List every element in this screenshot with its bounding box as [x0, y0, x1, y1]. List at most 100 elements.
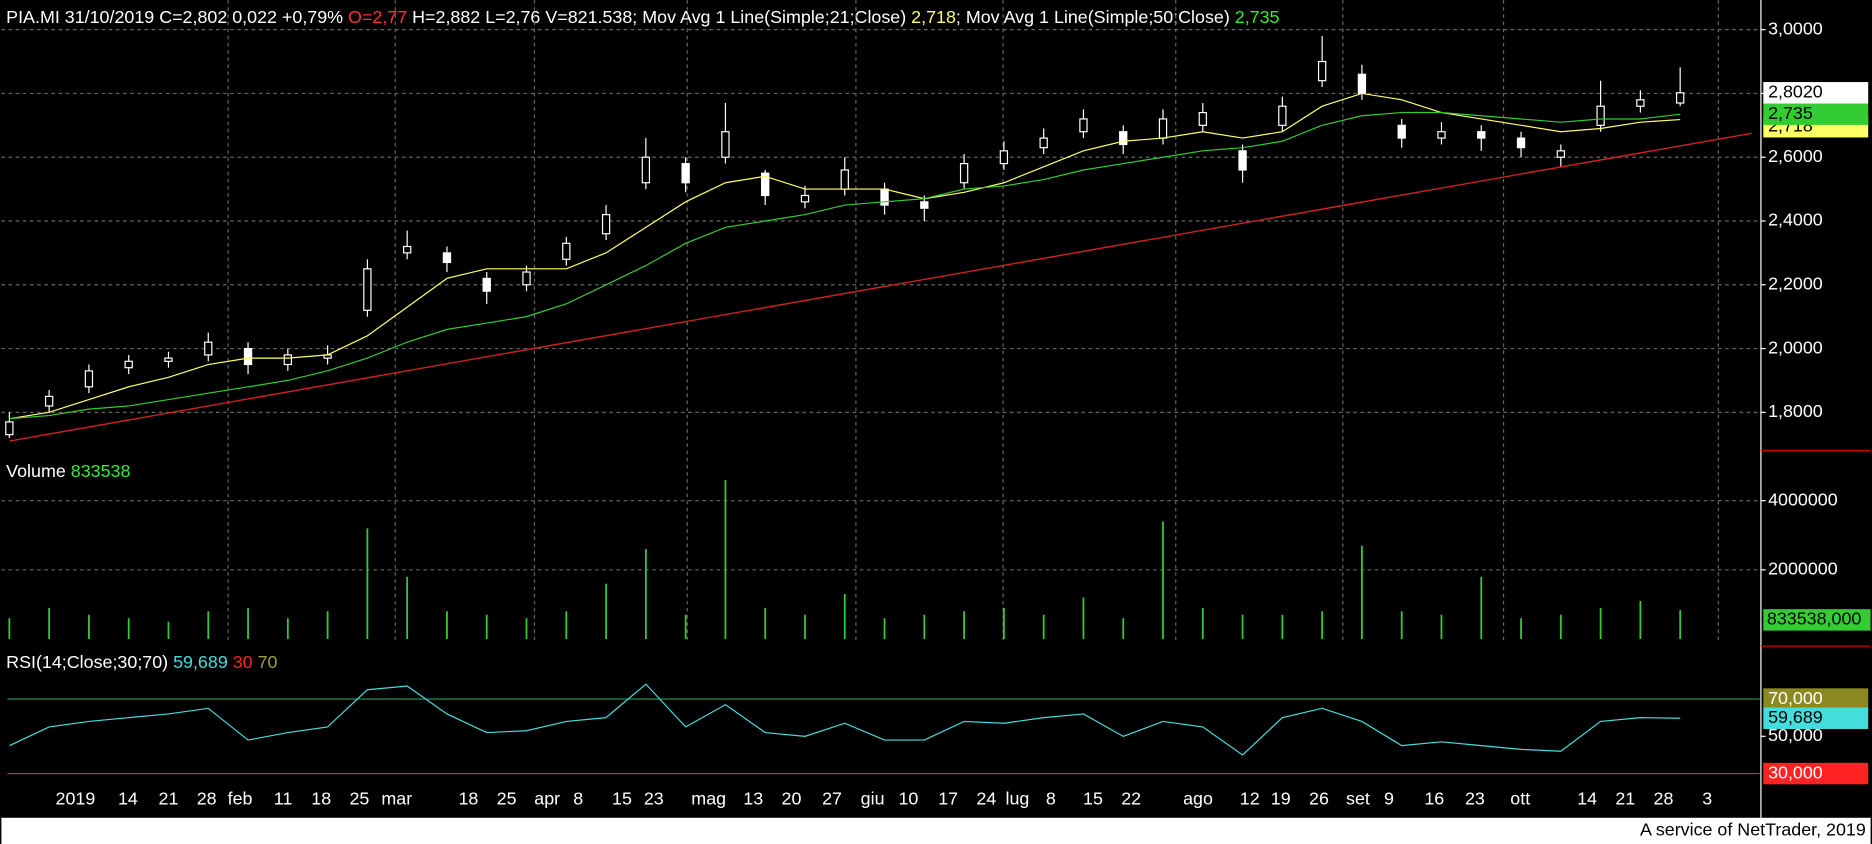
x-tick-label: feb [228, 789, 253, 809]
candle-body [761, 172, 770, 197]
ma-tag: 2,735 [1768, 103, 1813, 123]
x-tick-label: 24 [976, 789, 996, 809]
ma50-value: 2,735 [1235, 7, 1280, 27]
y-tick-label: 1,8000 [1768, 401, 1823, 421]
x-tick-label: 19 [1271, 789, 1291, 809]
x-tick-label: 8 [573, 789, 583, 809]
x-tick-label: apr [534, 789, 560, 809]
candle-body [959, 163, 969, 184]
moving-average [9, 111, 1681, 420]
x-tick-label: 14 [118, 789, 138, 809]
rsi-line [9, 683, 1681, 756]
y-tick-label: 3,0000 [1768, 18, 1823, 38]
candle-body [1079, 118, 1088, 133]
candle-body [1397, 124, 1406, 139]
x-tick-label: 20 [782, 789, 802, 809]
y-tick-label: 50,000 [1768, 725, 1823, 745]
header-open: O=2,77 [348, 7, 407, 27]
x-tick-label: 21 [159, 789, 179, 809]
x-tick-label: 26 [1309, 789, 1329, 809]
rsi-header: RSI(14;Close;30;70) 59,689 30 70 [6, 652, 277, 672]
y-tick-label: 2,0000 [1768, 337, 1823, 357]
trendline [9, 132, 1752, 442]
x-tick-label: 13 [743, 789, 763, 809]
moving-average [9, 92, 1681, 420]
candle-body [880, 188, 889, 206]
x-tick-label: 10 [898, 789, 918, 809]
price-tag: 2,8020 [1768, 82, 1823, 102]
x-tick-label: 18 [458, 789, 478, 809]
y-tick-label: 2,2000 [1768, 273, 1823, 293]
x-tick-label: ott [1510, 789, 1530, 809]
level-tag-box [1763, 762, 1869, 785]
candle-body [442, 252, 452, 264]
candle-body [1158, 118, 1168, 139]
x-tick-label: 28 [1654, 789, 1674, 809]
candle-body [402, 245, 412, 254]
header-separator: ; [956, 7, 961, 27]
candle-body [562, 242, 571, 260]
footer-band [1, 817, 1871, 844]
candle-body [1477, 131, 1486, 139]
candle-body [1437, 131, 1446, 139]
x-tick-label: 9 [1384, 789, 1394, 809]
rsi-value: 59,689 [173, 652, 228, 672]
y-tick-label: 2000000 [1768, 559, 1838, 579]
x-tick-label: set [1346, 789, 1370, 809]
candle-body [641, 156, 651, 184]
x-tick-label: 25 [497, 789, 517, 809]
ma21-name: Mov Avg 1 Line(Simple;21;Close) [642, 7, 906, 27]
candle-body [681, 163, 690, 184]
rsi-level-label: 30 [233, 652, 253, 672]
candle-body [164, 357, 173, 362]
ma-tag-box [1763, 103, 1869, 125]
level-tag: 30,000 [1768, 762, 1823, 782]
x-tick-label: 22 [1121, 789, 1141, 809]
footer: A service of NetTrader, 2019 [1640, 820, 1866, 840]
x-tick-label: mar [381, 789, 412, 809]
candle-body [44, 395, 54, 407]
candle-body [1596, 105, 1605, 126]
x-tick-label: 28 [197, 789, 217, 809]
rsi-tag-box [1763, 707, 1869, 729]
candle-body [1039, 137, 1048, 149]
candle-body [1556, 150, 1566, 158]
level-tag: 70,000 [1768, 688, 1823, 708]
candle-body [800, 194, 810, 203]
volume-tag: 833538,000 [1767, 609, 1861, 629]
header: PIA.MI 31/10/2019 C=2,802 0,022 +0,79% O… [6, 7, 1279, 27]
candle-body [1357, 73, 1367, 95]
candle-body [920, 201, 929, 209]
x-tick-label: lug [1005, 789, 1029, 809]
header-title: PIA.MI 31/10/2019 C=2,802 0,022 +0,79% [6, 7, 343, 27]
candle-body [1675, 92, 1685, 104]
x-tick-label: 17 [938, 789, 958, 809]
candle-body [124, 360, 133, 369]
rsi-tag: 59,689 [1768, 707, 1823, 727]
x-tick-label: 18 [311, 789, 331, 809]
header-hlv: H=2,882 L=2,76 V=821.538; [412, 7, 637, 27]
candle-body [1119, 131, 1128, 146]
ma50-name: Mov Avg 1 Line(Simple;50;Close) [966, 7, 1230, 27]
candle-body [522, 271, 531, 286]
candle-body [1317, 60, 1327, 82]
candle-body [5, 421, 14, 436]
candle-body [721, 131, 730, 158]
x-tick-label: 23 [1465, 789, 1485, 809]
x-tick-label: ago [1183, 789, 1213, 809]
volume-header: Volume 833538 [6, 461, 130, 481]
x-tick-label: 11 [274, 789, 293, 809]
x-tick-label: 8 [1046, 789, 1056, 809]
candle-body [1238, 150, 1247, 171]
volume-title: Volume [6, 461, 66, 481]
candle-body [840, 169, 849, 190]
candle-body [1516, 137, 1526, 149]
x-tick-label: giu [861, 789, 885, 809]
y-tick-label: 4000000 [1768, 489, 1838, 509]
candle-body [363, 268, 372, 311]
x-tick-label: 2019 [56, 789, 96, 809]
volume-tag-box [1763, 609, 1871, 631]
x-tick-label: 27 [822, 789, 842, 809]
